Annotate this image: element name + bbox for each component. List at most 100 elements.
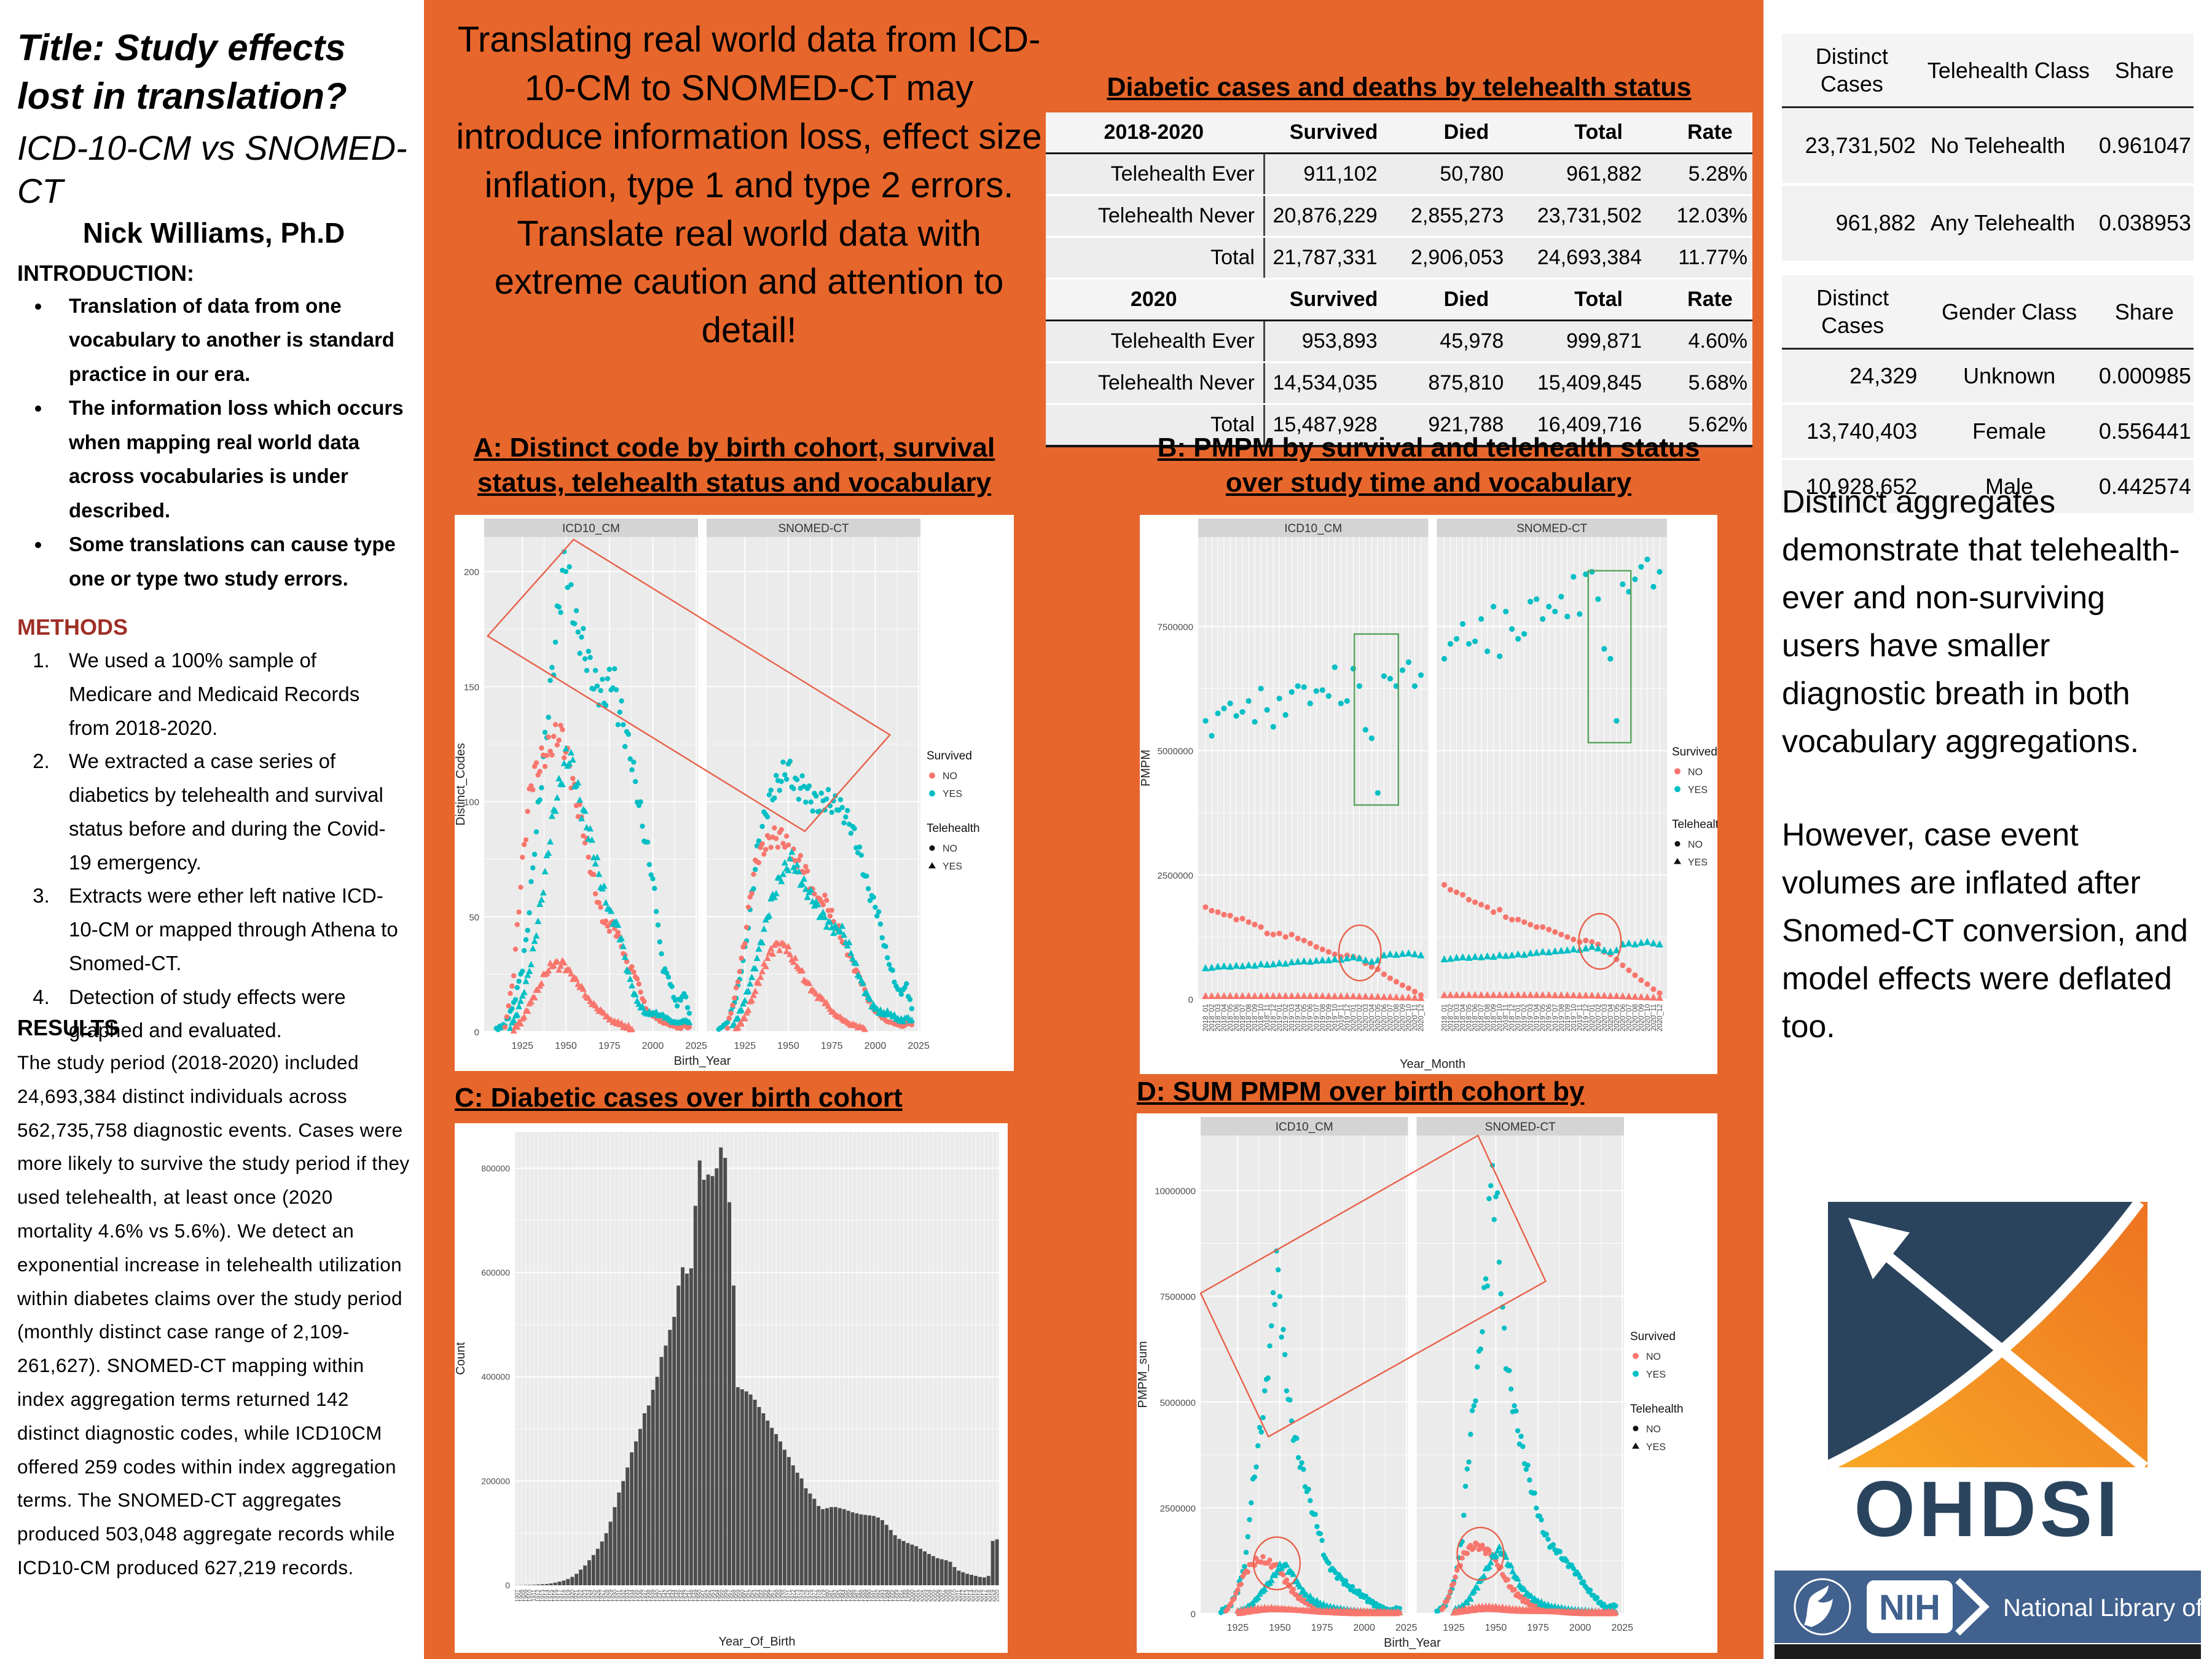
svg-text:2007: 2007 (939, 1590, 945, 1602)
svg-text:2500000: 2500000 (1158, 871, 1193, 881)
svg-text:1986: 1986 (850, 1590, 856, 1602)
svg-text:Birth_Year: Birth_Year (674, 1054, 731, 1068)
svg-text:2018_02: 2018_02 (1448, 1004, 1455, 1032)
svg-text:2018_05: 2018_05 (1227, 1004, 1234, 1032)
svg-text:1931: 1931 (616, 1590, 622, 1602)
svg-text:1949: 1949 (692, 1590, 699, 1602)
svg-text:5000000: 5000000 (1158, 747, 1193, 757)
method-item: Extracts were ether left native ICD-10-C… (55, 879, 404, 980)
svg-text:2018_12: 2018_12 (1509, 1004, 1516, 1032)
svg-text:2020_09: 2020_09 (1638, 1004, 1645, 1032)
svg-text:400000: 400000 (481, 1372, 510, 1382)
svg-text:1910: 1910 (527, 1590, 533, 1602)
svg-text:0: 0 (1188, 995, 1193, 1005)
method-item: We used a 100% sample of Medicare and Me… (55, 644, 404, 745)
svg-text:2014: 2014 (968, 1590, 975, 1602)
svg-text:2019_11: 2019_11 (1338, 1004, 1345, 1031)
svg-text:Telehealth: Telehealth (1630, 1403, 1684, 1416)
method-item: Detection of study effects were graphed … (55, 981, 404, 1048)
svg-text:2019_10: 2019_10 (1571, 1004, 1578, 1032)
svg-text:1970: 1970 (782, 1590, 788, 1602)
introduction-bullets: Translation of data from one vocabulary … (17, 289, 404, 595)
svg-text:50: 50 (469, 912, 479, 923)
table-row: Telehealth Ever 911,102 50,780 961,882 5… (1046, 153, 1752, 196)
svg-text:2025: 2025 (908, 1041, 930, 1051)
table-section-header: 2020 Survived Died Total Rate (1046, 278, 1752, 321)
svg-text:2019_06: 2019_06 (1546, 1004, 1553, 1032)
svg-text:150: 150 (464, 682, 479, 692)
conclusion-paragraph-2: However, case event volumes are inflated… (1782, 817, 2188, 1045)
svg-text:1977: 1977 (811, 1590, 817, 1602)
svg-text:Year_Of_Birth: Year_Of_Birth (719, 1635, 796, 1649)
svg-text:2020_09: 2020_09 (1399, 1004, 1406, 1032)
svg-text:1963: 1963 (752, 1590, 758, 1602)
svg-text:2020_07: 2020_07 (1626, 1004, 1633, 1032)
svg-text:2019_09: 2019_09 (1325, 1004, 1333, 1032)
svg-text:2017: 2017 (981, 1590, 987, 1602)
svg-text:1985: 1985 (845, 1590, 852, 1602)
svg-text:2011: 2011 (955, 1590, 962, 1601)
svg-text:2018_11: 2018_11 (1264, 1004, 1271, 1031)
svg-text:1993: 1993 (879, 1590, 885, 1602)
svg-text:1974: 1974 (799, 1590, 805, 1602)
svg-text:1950: 1950 (555, 1041, 577, 1051)
svg-text:1938: 1938 (646, 1590, 652, 1602)
svg-text:YES: YES (1688, 857, 1708, 868)
svg-text:ICD10_CM: ICD10_CM (1276, 1121, 1333, 1134)
conclusion-paragraph-1: Distinct aggregates demonstrate that tel… (1782, 484, 2180, 759)
intro-bullet: Translation of data from one vocabulary … (52, 289, 404, 391)
svg-text:1924: 1924 (586, 1590, 592, 1602)
svg-text:2020_07: 2020_07 (1387, 1004, 1394, 1032)
svg-text:Year_Month: Year_Month (1400, 1057, 1465, 1071)
svg-text:1975: 1975 (1527, 1623, 1549, 1633)
results-paragraph: The study period (2018-2020) included 24… (17, 1051, 410, 1579)
svg-text:2020_05: 2020_05 (1614, 1004, 1621, 1032)
svg-text:SNOMED-CT: SNOMED-CT (778, 522, 849, 535)
svg-text:2020_01: 2020_01 (1350, 1004, 1357, 1032)
svg-text:1944: 1944 (671, 1590, 677, 1602)
svg-text:Birth_Year: Birth_Year (1384, 1636, 1441, 1650)
svg-text:2019_01: 2019_01 (1276, 1004, 1284, 1032)
svg-text:0: 0 (474, 1027, 479, 1038)
svg-text:2019_06: 2019_06 (1307, 1004, 1314, 1032)
svg-text:1975: 1975 (598, 1041, 621, 1051)
table-section-header: 2018-2020 Survived Died Total Rate (1046, 112, 1752, 154)
svg-text:ICD10_CM: ICD10_CM (562, 522, 620, 535)
svg-text:2019_02: 2019_02 (1521, 1004, 1529, 1032)
svg-text:1940: 1940 (654, 1590, 661, 1602)
svg-text:1913: 1913 (539, 1590, 546, 1602)
svg-text:2020_11: 2020_11 (1411, 1004, 1419, 1031)
svg-text:1917: 1917 (557, 1590, 563, 1602)
svg-text:2020: 2020 (994, 1590, 1000, 1602)
svg-text:2015: 2015 (973, 1590, 979, 1602)
svg-text:1988: 1988 (858, 1590, 864, 1602)
svg-text:1980: 1980 (824, 1590, 830, 1602)
table-row: Telehealth Ever 953,893 45,978 999,871 4… (1046, 320, 1752, 363)
svg-text:1995: 1995 (888, 1590, 894, 1602)
svg-text:1972: 1972 (790, 1590, 796, 1602)
svg-text:1951: 1951 (701, 1590, 707, 1602)
svg-text:1957: 1957 (726, 1590, 732, 1602)
key-statement: Translating real world data from ICD-10-… (456, 20, 1042, 351)
svg-text:1953: 1953 (709, 1590, 715, 1602)
svg-text:2018_09: 2018_09 (1252, 1004, 1259, 1032)
svg-text:2018_02: 2018_02 (1209, 1004, 1216, 1032)
svg-text:1939: 1939 (650, 1590, 656, 1602)
table-row: 13,740,403 Female 0.556441 (1782, 404, 2194, 460)
svg-text:NO: NO (1688, 767, 1703, 777)
svg-text:7500000: 7500000 (1158, 622, 1193, 633)
svg-text:1948: 1948 (688, 1590, 694, 1602)
svg-text:1925: 1925 (1443, 1623, 1465, 1633)
svg-text:1947: 1947 (684, 1590, 690, 1602)
svg-text:1933: 1933 (624, 1590, 630, 1602)
svg-text:1982: 1982 (833, 1590, 839, 1602)
svg-text:5000000: 5000000 (1160, 1398, 1196, 1408)
gender-share-table-block: Distinct Cases Gender Class Share 24,329… (1782, 275, 2194, 516)
svg-text:1958: 1958 (731, 1590, 737, 1602)
svg-text:1978: 1978 (815, 1590, 822, 1602)
svg-text:200000: 200000 (481, 1476, 510, 1486)
svg-text:2018_06: 2018_06 (1472, 1004, 1480, 1032)
svg-text:2018_09: 2018_09 (1491, 1004, 1498, 1032)
svg-text:2005: 2005 (930, 1590, 936, 1602)
svg-text:2020_03: 2020_03 (1601, 1004, 1609, 1032)
